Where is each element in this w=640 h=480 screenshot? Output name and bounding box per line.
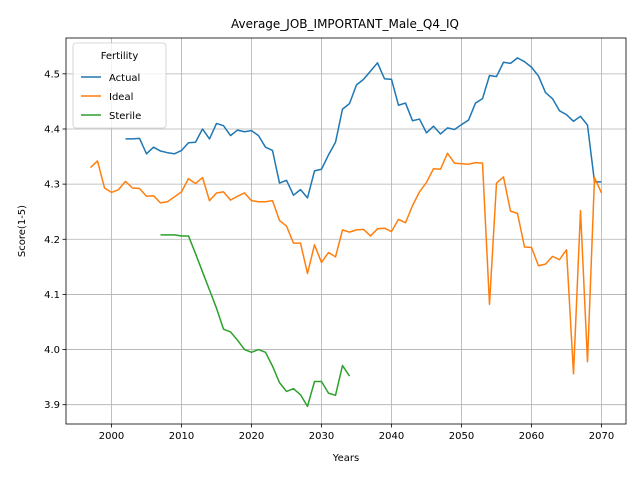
- legend-label-sterile: Sterile: [109, 111, 141, 122]
- x-tick-label: 2020: [239, 431, 264, 442]
- x-tick-label: 2030: [309, 431, 334, 442]
- x-tick-label: 2060: [519, 431, 544, 442]
- y-tick-label: 4.3: [44, 180, 60, 191]
- legend-box: [72, 42, 167, 129]
- x-tick-label: 2050: [449, 431, 474, 442]
- x-axis-label: Years: [332, 453, 359, 464]
- legend-label-ideal: Ideal: [109, 92, 133, 103]
- chart-title: Average_JOB_IMPORTANT_Male_Q4_IQ: [231, 17, 459, 31]
- y-tick-label: 4.5: [44, 69, 60, 80]
- axis-ticks: 2000 2010 2020 2030 2040 2050 2060 2070 3.9 4.0 4.…: [44, 69, 614, 442]
- y-tick-label: 4.4: [44, 124, 60, 135]
- y-tick-label: 4.2: [44, 235, 60, 246]
- x-tick-label: 2000: [99, 431, 124, 442]
- x-tick-label: 2010: [169, 431, 194, 442]
- legend: Fertility Actual Ideal Sterile: [72, 42, 167, 129]
- legend-title: Fertility: [101, 51, 139, 62]
- y-tick-label: 4.1: [44, 290, 60, 301]
- series-lines: [89, 57, 603, 408]
- y-axis-label: Score(1-5): [17, 205, 28, 257]
- series-line-actual: [125, 57, 602, 199]
- x-tick-label: 2040: [379, 431, 404, 442]
- y-tick-label: 4.0: [44, 345, 60, 356]
- grid-lines: [66, 38, 626, 424]
- legend-label-actual: Actual: [109, 73, 140, 84]
- series-line-ideal: [89, 152, 603, 375]
- y-tick-label: 3.9: [44, 400, 60, 411]
- series-line-sterile: [160, 234, 351, 408]
- x-tick-label: 2070: [589, 431, 614, 442]
- plot-frame: [65, 37, 627, 425]
